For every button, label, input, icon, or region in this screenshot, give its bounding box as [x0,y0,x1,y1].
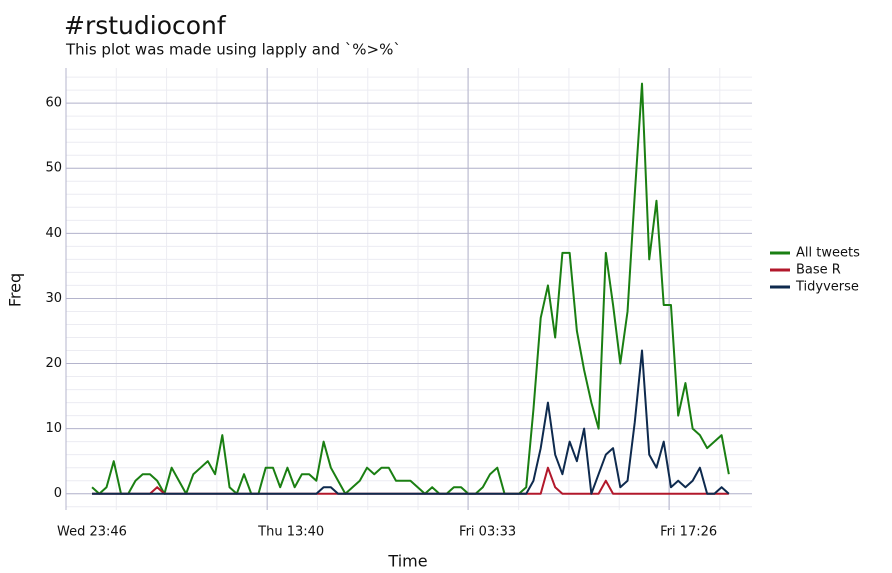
legend-label: Base R [796,263,841,278]
legend-label: All tweets [796,246,860,261]
x-tick-label: Fri 03:33 [459,525,516,540]
x-axis-label: Time [387,552,427,571]
y-tick-label: 10 [45,421,62,436]
x-tick-label: Fri 17:26 [660,525,717,540]
chart-subtitle: This plot was made using lapply and `%>%… [65,41,401,59]
x-tick-label: Thu 13:40 [257,525,324,540]
chart-title: #rstudioconf [64,11,227,40]
y-tick-label: 40 [45,226,62,241]
legend-label: Tidyverse [795,280,859,295]
x-tick-label: Wed 23:46 [57,525,127,540]
y-tick-label: 60 [45,96,62,111]
line [91,82,730,495]
y-tick-label: 20 [45,356,62,371]
y-tick-label: 50 [45,161,62,176]
y-axis-label: Freq [6,273,25,307]
line [92,349,730,495]
y-tick-label: 0 [54,486,62,501]
y-tick-label: 30 [45,291,62,306]
